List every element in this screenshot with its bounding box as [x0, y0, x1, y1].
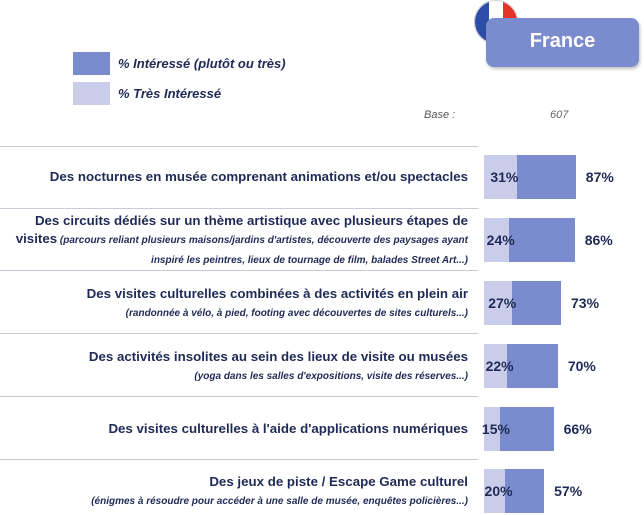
category-label: Des activités insolites au sein des lieu… — [0, 348, 468, 386]
bar-tres-interesse — [484, 344, 508, 388]
base-label: Base : — [424, 109, 456, 121]
data-label-interesse: 87% — [585, 169, 614, 185]
legend-label-tres-interesse: % Très Intéressé — [118, 86, 222, 101]
bar-tres-interesse — [484, 155, 517, 199]
data-label-tres-interesse: 15% — [481, 421, 510, 437]
data-label-interesse: 73% — [571, 295, 600, 311]
country-label: France — [529, 30, 596, 52]
base-value: 607 — [550, 109, 569, 121]
category-title: Des activités insolites au sein des lieu… — [88, 349, 468, 364]
row-separator — [0, 208, 478, 209]
category-label: Des nocturnes en musée comprenant animat… — [0, 168, 468, 186]
row-separator — [0, 270, 478, 271]
category-label: Des visites culturelles à l'aide d'appli… — [0, 420, 468, 438]
country-badge: France — [486, 18, 639, 67]
data-label-interesse: 66% — [563, 421, 592, 437]
data-label-tres-interesse: 31% — [490, 169, 519, 185]
category-title: Des jeux de piste / Escape Game culturel — [209, 474, 468, 489]
row-separator — [0, 333, 478, 334]
legend-swatch-interesse — [73, 52, 110, 75]
bar-tres-interesse — [484, 281, 513, 325]
category-title: Des nocturnes en musée comprenant animat… — [49, 169, 468, 184]
data-label-interesse: 86% — [584, 232, 613, 248]
bar-tres-interesse — [484, 407, 500, 451]
row-separator — [0, 146, 478, 147]
row-separator — [0, 459, 478, 460]
data-label-tres-interesse: 24% — [486, 232, 515, 248]
category-subtitle: (parcours reliant plusieurs maisons/jard… — [57, 235, 468, 266]
data-label-tres-interesse: 20% — [484, 483, 513, 499]
data-label-interesse: 70% — [567, 358, 596, 374]
category-title: Des circuits dédiés sur un thème artisti… — [15, 213, 468, 246]
bar-tres-interesse — [484, 469, 506, 513]
data-label-interesse: 57% — [554, 483, 583, 499]
bar-tres-interesse — [484, 218, 510, 262]
category-label: Des jeux de piste / Escape Game culturel… — [0, 473, 468, 511]
category-label: Des circuits dédiés sur un thème artisti… — [6, 212, 468, 270]
data-label-tres-interesse: 27% — [488, 295, 517, 311]
category-title: Des visites culturelles à l'aide d'appli… — [108, 421, 468, 436]
category-label: Des visites culturelles combinées à des … — [0, 285, 468, 323]
legend-swatch-tres-interesse — [73, 82, 110, 105]
category-subtitle: (énigmes à résoudre pour accéder à une s… — [91, 496, 468, 507]
data-label-tres-interesse: 22% — [485, 358, 514, 374]
category-subtitle: (yoga dans les salles d'expositions, vis… — [194, 371, 468, 382]
row-separator — [0, 396, 478, 397]
category-subtitle: (randonnée à vélo, à pied, footing avec … — [125, 308, 468, 319]
category-title: Des visites culturelles combinées à des … — [86, 286, 468, 301]
legend-label-interesse: % Intéressé (plutôt ou très) — [118, 56, 286, 71]
